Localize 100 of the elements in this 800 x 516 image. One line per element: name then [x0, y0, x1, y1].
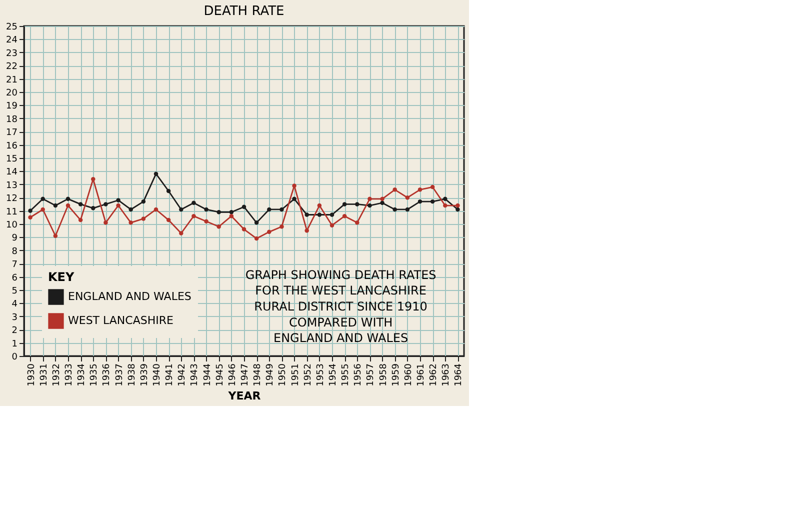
point — [40, 207, 45, 212]
x-tick-label: 1960 — [404, 363, 414, 386]
point — [280, 224, 284, 229]
point — [28, 215, 32, 220]
x-tick-label: 1963 — [442, 364, 452, 386]
y-tick-label: 1 — [12, 339, 18, 350]
point — [166, 218, 171, 222]
point — [267, 207, 272, 212]
y-tick-label: 5 — [12, 286, 18, 296]
point — [53, 234, 58, 238]
point — [380, 200, 384, 205]
point — [430, 199, 435, 204]
point — [342, 202, 347, 206]
y-tick-label: 15 — [6, 154, 18, 164]
x-tick-label: 1948 — [253, 363, 264, 386]
point — [405, 207, 410, 212]
x-tick-label: 1964 — [454, 363, 464, 386]
point — [292, 184, 296, 188]
point — [330, 212, 334, 217]
point — [242, 227, 246, 232]
annotation: RURAL DISTRICT SINCE 1910 — [254, 300, 428, 314]
point — [418, 188, 422, 192]
point — [78, 218, 83, 222]
point — [116, 198, 120, 202]
x-tick-label: 1945 — [215, 364, 226, 386]
point — [355, 220, 360, 225]
x-tick-label: 1961 — [416, 364, 426, 386]
point — [192, 200, 196, 205]
y-tick-label: 23 — [6, 48, 18, 59]
x-tick-label: 1941 — [165, 364, 176, 386]
point — [141, 216, 146, 221]
y-tick-label: 10 — [6, 220, 18, 230]
y-tick-label: 22 — [6, 62, 18, 72]
y-tick-label: 8 — [12, 246, 18, 257]
point — [104, 202, 108, 206]
x-tick-label: 1955 — [341, 364, 352, 386]
point — [456, 203, 460, 208]
point — [179, 207, 184, 212]
y-tick-label: 2 — [12, 326, 18, 336]
x-tick-label: 1962 — [429, 364, 440, 386]
point — [392, 207, 397, 212]
point — [443, 196, 448, 202]
y-tick-label: 17 — [6, 128, 18, 138]
point — [166, 188, 171, 194]
point — [280, 207, 284, 212]
point — [204, 207, 208, 212]
point — [179, 231, 184, 236]
point — [405, 195, 410, 200]
y-tick-label: 19 — [6, 102, 18, 112]
point — [66, 203, 70, 208]
x-tick-label: 1933 — [64, 364, 74, 386]
point — [254, 220, 259, 225]
x-tick-label: 1932 — [52, 364, 62, 386]
x-tick-label: 1939 — [140, 363, 150, 386]
x-tick-label: 1938 — [127, 363, 138, 386]
chart-title: DEATH RATE — [204, 4, 284, 19]
point — [141, 199, 146, 204]
point — [40, 196, 45, 202]
point — [66, 196, 70, 202]
x-tick-label: 1946 — [228, 363, 238, 386]
x-tick-label: 1959 — [391, 363, 402, 386]
point — [330, 223, 334, 228]
point — [368, 203, 372, 208]
x-tick-label: 1950 — [278, 363, 288, 386]
y-tick-label: 7 — [12, 260, 18, 270]
point — [456, 207, 460, 212]
x-tick-label: 1954 — [328, 363, 338, 386]
y-tick-label: 11 — [6, 207, 18, 218]
point — [116, 203, 120, 208]
y-tick-label: 9 — [12, 234, 18, 244]
y-tick-label: 3 — [12, 312, 18, 323]
x-tick-label: 1947 — [240, 364, 250, 386]
x-tick-label: 1930 — [26, 363, 37, 386]
y-tick-label: 14 — [6, 168, 18, 178]
point — [216, 224, 221, 229]
point — [204, 219, 208, 224]
x-tick-label: 1952 — [303, 364, 314, 386]
point — [216, 210, 221, 214]
y-tick-label: 4 — [12, 300, 18, 310]
legend-title: KEY — [48, 270, 74, 284]
point — [292, 196, 296, 202]
point — [242, 204, 246, 209]
y-tick-label: 0 — [12, 352, 18, 362]
x-tick-label: 1953 — [316, 364, 326, 386]
x-tick-label: 1951 — [290, 364, 301, 386]
y-tick-label: 25 — [6, 22, 18, 32]
x-tick-label: 1943 — [190, 364, 200, 386]
annotation: FOR THE WEST LANCASHIRE — [255, 284, 426, 298]
point — [104, 220, 108, 225]
y-tick-label: 12 — [6, 194, 18, 204]
y-tick-label: 21 — [6, 75, 18, 86]
legend-label: ENGLAND AND WALES — [68, 290, 192, 303]
point — [91, 177, 96, 182]
x-tick-label: 1940 — [152, 363, 162, 386]
point — [304, 212, 309, 217]
point — [53, 203, 58, 208]
point — [443, 203, 448, 208]
x-tick-label: 1936 — [102, 363, 112, 386]
point — [304, 228, 309, 233]
point — [128, 220, 133, 225]
